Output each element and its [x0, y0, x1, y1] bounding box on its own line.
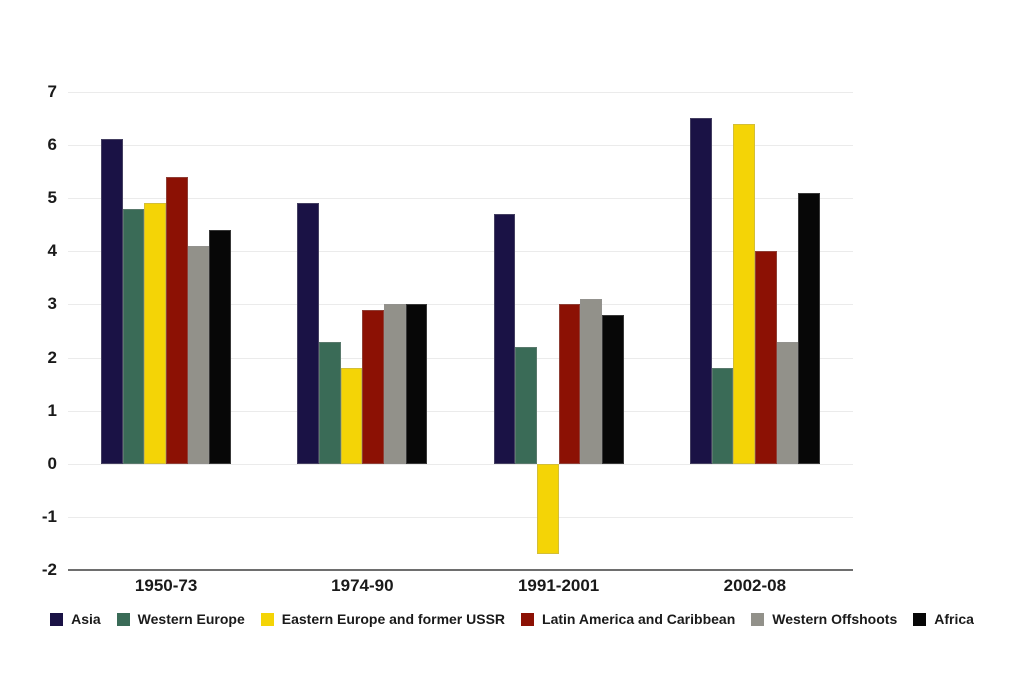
legend-swatch-western-europe — [116, 612, 130, 626]
bar-western-offshoots-1991-2001 — [580, 299, 602, 464]
x-axis-label-1974-90: 1974-90 — [331, 576, 394, 595]
bar-western-europe-1950-73 — [122, 208, 145, 464]
legend-swatch-eastern-europe-and-former-ussr — [260, 612, 274, 626]
legend-swatch-latin-america-and-caribbean — [521, 612, 535, 626]
bar-eastern-europe-and-former-ussr-1974-90 — [340, 368, 363, 464]
bar-eastern-europe-and-former-ussr-2002-08 — [733, 123, 755, 464]
legend-label: Latin America and Caribbean — [542, 611, 736, 627]
bar-western-europe-2002-08 — [711, 368, 734, 464]
y-axis-tick-label: -1 — [41, 507, 57, 527]
bar-asia-1991-2001 — [493, 213, 516, 464]
x-axis-label-2002-08: 2002-08 — [723, 576, 787, 595]
y-axis-tick-label: 4 — [47, 241, 57, 261]
bar-africa-2002-08 — [798, 192, 820, 464]
bar-western-offshoots-2002-08 — [776, 341, 799, 464]
y-axis-tick-label: 7 — [47, 81, 57, 101]
bar-western-offshoots-1950-73 — [187, 245, 210, 464]
bar-asia-2002-08 — [689, 118, 712, 464]
bar-eastern-europe-and-former-ussr-1950-73 — [144, 203, 167, 464]
bar-eastern-europe-and-former-ussr-1991-2001 — [536, 464, 559, 555]
legend-item-eastern-europe-and-former-ussr: Eastern Europe and former USSR — [260, 611, 506, 627]
x-axis-label-1991-2001: 1991-2001 — [517, 576, 600, 595]
legend-label: Africa — [934, 611, 974, 627]
y-axis-tick-label: 3 — [47, 294, 57, 314]
legend-item-latin-america-and-caribbean: Latin America and Caribbean — [521, 611, 735, 627]
y-axis-tick-label: 5 — [47, 188, 57, 207]
bar-western-europe-1974-90 — [319, 341, 341, 464]
gridline — [68, 91, 853, 93]
gridline — [68, 251, 853, 253]
gridline — [68, 144, 853, 146]
legend: Asia Western Europe Eastern Europe and for… — [0, 611, 1024, 627]
bar-western-europe-1991-2001 — [515, 346, 537, 464]
y-axis-tick-label: 6 — [47, 134, 57, 154]
x-axis-line — [68, 569, 853, 572]
legend-swatch-africa — [913, 612, 927, 626]
legend-item-western-offshoots: Western Offshoots — [751, 611, 897, 627]
legend-item-asia: Asia — [50, 611, 101, 627]
bar-africa-1974-90 — [405, 304, 428, 464]
bar-africa-1950-73 — [209, 229, 232, 464]
gridline — [68, 517, 853, 519]
y-axis-tick-label: 0 — [47, 454, 57, 473]
legend-label: Asia — [71, 611, 101, 627]
legend-label: Western Europe — [137, 611, 245, 627]
y-axis-tick-label: 1 — [47, 400, 57, 420]
legend-label: Eastern Europe and former USSR — [281, 611, 506, 627]
gridline — [68, 304, 853, 306]
y-axis-tick-label: -2 — [41, 560, 57, 580]
bar-asia-1974-90 — [297, 203, 320, 464]
x-axis-label-1950-73: 1950-73 — [134, 576, 198, 595]
gridline — [68, 198, 853, 199]
gridline — [68, 410, 853, 412]
gridline — [68, 357, 853, 359]
bar-africa-1991-2001 — [601, 315, 624, 464]
bar-latin-america-and-caribbean-2002-08 — [754, 251, 777, 464]
gridline — [68, 464, 853, 465]
legend-swatch-western-offshoots — [751, 612, 765, 626]
legend-item-western-europe: Western Europe — [116, 611, 245, 627]
legend-item-africa: Africa — [913, 611, 974, 627]
legend-swatch-asia — [50, 612, 64, 626]
bar-latin-america-and-caribbean-1950-73 — [166, 176, 188, 464]
y-axis-tick-label: 2 — [47, 347, 57, 367]
bar-western-offshoots-1974-90 — [384, 304, 406, 464]
bar-asia-1950-73 — [101, 139, 123, 464]
bar-latin-america-and-caribbean-1991-2001 — [558, 304, 581, 464]
legend-label: Western Offshoots — [772, 611, 898, 627]
bar-latin-america-and-caribbean-1974-90 — [362, 309, 385, 464]
